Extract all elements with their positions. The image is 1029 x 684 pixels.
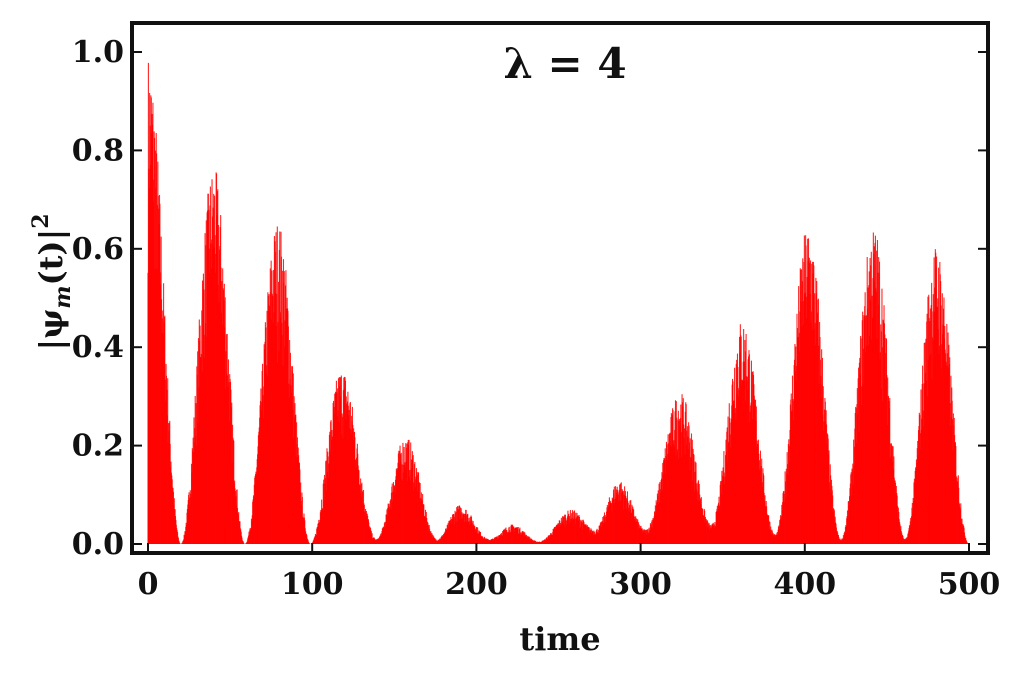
bars-layer bbox=[147, 62, 970, 544]
x-tick-label: 300 bbox=[609, 567, 672, 602]
plot-frame bbox=[130, 21, 990, 555]
y-axis-ticks: 0.0 0.2 0.4 0.6 0.8 1.0 bbox=[72, 35, 988, 562]
y-tick-label: 0.8 bbox=[72, 133, 124, 168]
y-tick-label: 1.0 bbox=[72, 35, 124, 70]
y-tick-label: 0.6 bbox=[72, 232, 124, 267]
y-axis-label-sub: m bbox=[50, 285, 76, 308]
x-tick-label: 400 bbox=[773, 567, 836, 602]
y-tick-label: 0.4 bbox=[72, 330, 124, 365]
x-tick-label: 0 bbox=[138, 567, 159, 602]
x-axis-label: time bbox=[519, 620, 600, 658]
y-axis-label-open: |ψ bbox=[32, 309, 70, 351]
y-axis-label: |ψm(t)|2 bbox=[28, 213, 76, 350]
x-axis-ticks: 0 100 200 300 400 500 bbox=[138, 543, 1001, 602]
y-axis-label-close: (t)| bbox=[32, 229, 70, 286]
x-tick-label: 200 bbox=[445, 567, 508, 602]
y-axis-label-sup: 2 bbox=[28, 213, 54, 228]
x-tick-label: 500 bbox=[938, 567, 1001, 602]
y-tick-label: 0.0 bbox=[72, 527, 124, 562]
x-tick-label: 100 bbox=[281, 567, 344, 602]
y-tick-label: 0.2 bbox=[72, 429, 124, 464]
chart-annotation: λ = 4 bbox=[503, 39, 626, 88]
